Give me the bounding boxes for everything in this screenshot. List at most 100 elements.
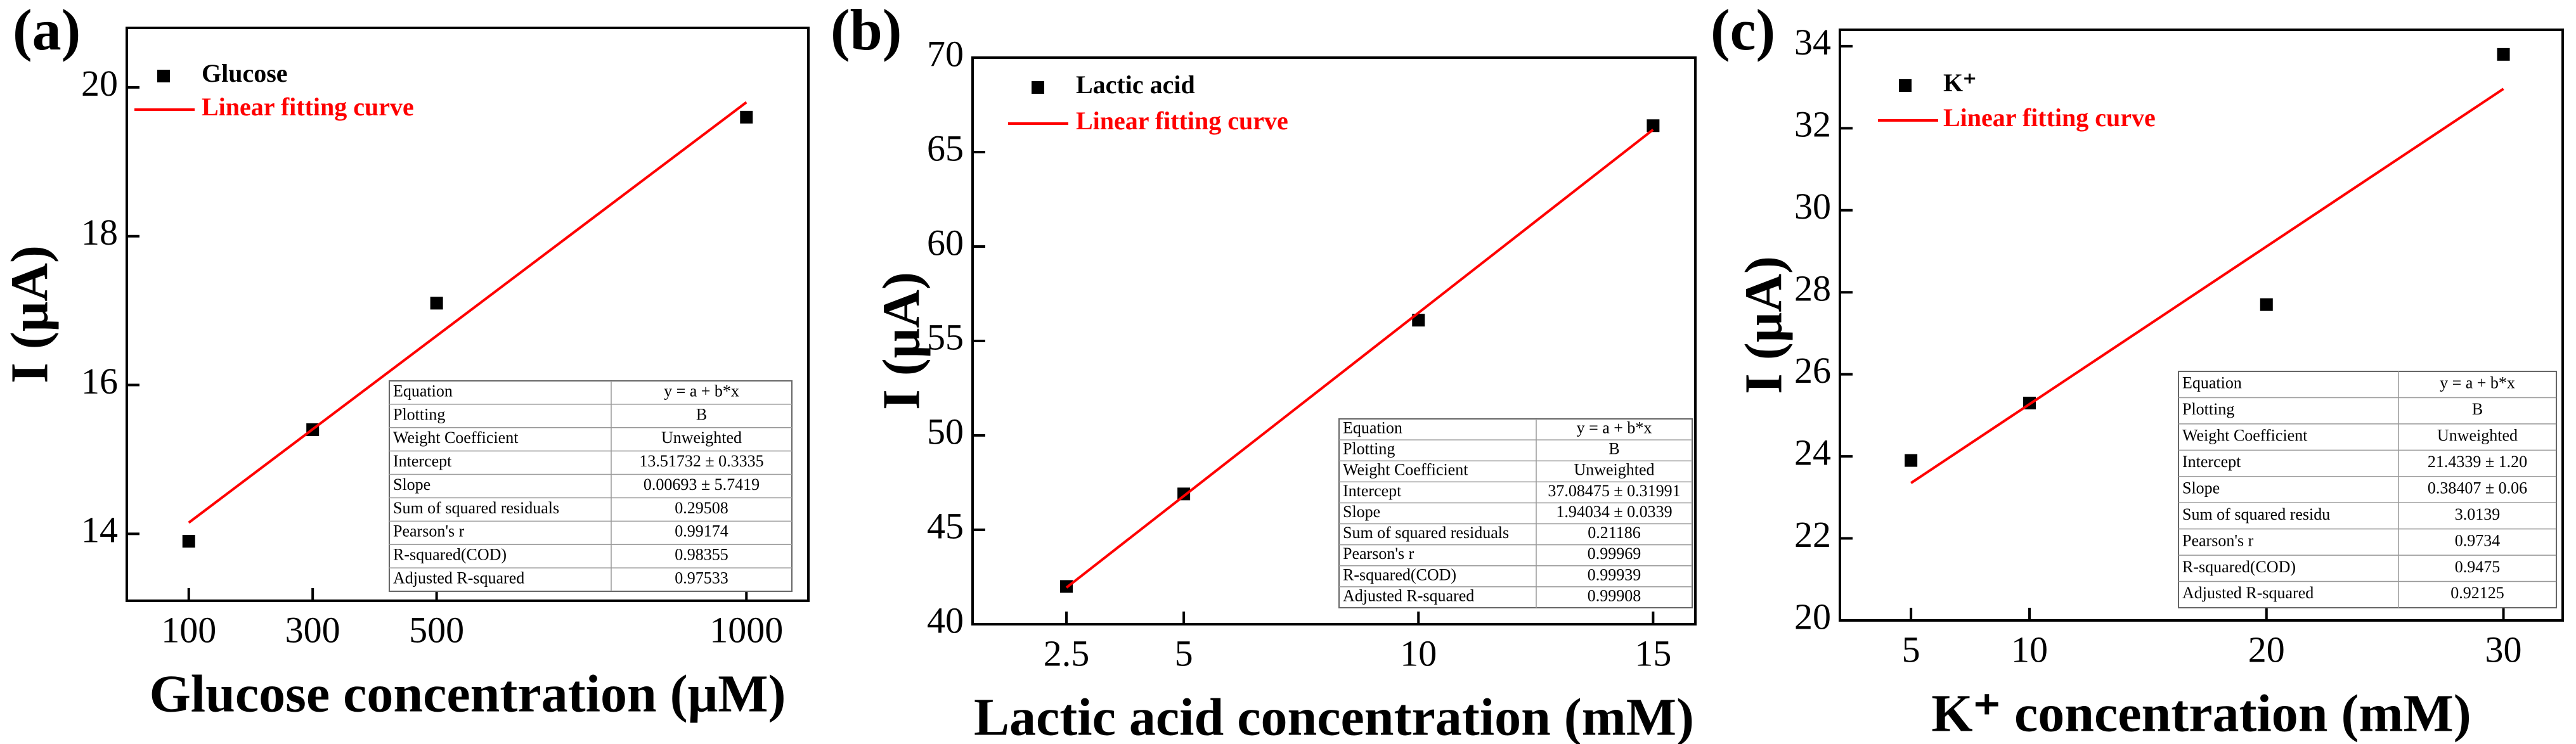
x-tick-label: 10 — [1400, 632, 1437, 674]
panel: (c) 5 10 20 30 20 22 24 26 28 30 32 34 K⁺ concentrati… — [1711, 0, 2564, 743]
x-tick-label: 300 — [285, 609, 340, 650]
table-key: Weight Coefficient — [2182, 427, 2308, 445]
x-tick-label: 20 — [2248, 629, 2285, 670]
table-value: B — [1608, 440, 1619, 458]
y-axis-title: I (μA) — [1734, 256, 1793, 394]
table-value: B — [2472, 400, 2483, 418]
panel: (b) 2.5 5 10 15 40 45 50 55 60 65 70 Lactic acid con… — [831, 0, 1697, 744]
table-value: 37.08475 ± 0.31991 — [1548, 482, 1680, 500]
panel: (a) 100 300 500 1000 14 16 18 20 Glucose concentr… — [0, 0, 810, 723]
data-point — [182, 535, 195, 548]
x-tick-label: 100 — [161, 609, 216, 650]
table-key: Sum of squared residuals — [1343, 523, 1509, 542]
y-tick-label: 18 — [81, 212, 118, 253]
legend-label: Linear fitting curve — [1943, 103, 2156, 132]
table-key: Equation — [393, 382, 453, 400]
panel-label: (b) — [831, 0, 902, 62]
x-tick-label: 5 — [1175, 632, 1193, 674]
y-tick-label: 50 — [927, 411, 964, 452]
data-point — [2497, 48, 2510, 61]
y-tick-label: 55 — [927, 316, 964, 357]
legend-marker — [157, 70, 170, 82]
fit-table — [389, 380, 793, 592]
y-tick-label: 65 — [927, 127, 964, 169]
y-tick-label: 45 — [927, 505, 964, 546]
table-key: Weight Coefficient — [1343, 461, 1468, 479]
fit-line — [188, 101, 748, 524]
y-tick-label: 28 — [1794, 268, 1831, 309]
y-tick-label: 14 — [81, 510, 118, 551]
table-value: y = a + b*x — [664, 382, 739, 400]
data-point — [430, 297, 443, 310]
y-tick-label: 70 — [927, 33, 964, 74]
table-value: 3.0139 — [2455, 505, 2501, 523]
panel-label: (a) — [13, 0, 81, 62]
fit-table — [2178, 371, 2557, 608]
table-value: 0.99174 — [675, 522, 728, 541]
table-key: Slope — [393, 475, 430, 494]
table-key: Slope — [2182, 478, 2220, 497]
table-key: Plotting — [1343, 440, 1395, 458]
data-point — [2260, 298, 2273, 311]
table-value: 13.51732 ± 0.3335 — [639, 452, 763, 470]
table-value: y = a + b*x — [2440, 374, 2515, 392]
data-point — [1905, 454, 1918, 467]
x-tick-label: 2.5 — [1044, 632, 1090, 674]
table-key: R-squared(COD) — [2182, 558, 2296, 576]
table-value: Unweighted — [661, 428, 742, 447]
y-tick-label: 34 — [1794, 22, 1831, 63]
legend-label: Linear fitting curve — [1076, 106, 1288, 135]
table-key: R-squared(COD) — [1343, 565, 1456, 584]
x-axis-title: K⁺ concentration (mM) — [1931, 684, 2471, 743]
table-value: 0.21186 — [1588, 523, 1641, 542]
table-value: 0.99908 — [1588, 586, 1641, 605]
table-value: Unweighted — [1574, 461, 1654, 479]
table-key: Pearson's r — [393, 522, 465, 541]
table-value: B — [696, 405, 707, 423]
table-value: 0.99939 — [1588, 565, 1641, 584]
table-key: R-squared(COD) — [393, 546, 507, 564]
table-key: Intercept — [1343, 482, 1402, 500]
y-tick-label: 60 — [927, 222, 964, 263]
x-axis-title: Lactic acid concentration (mM) — [974, 688, 1694, 744]
y-tick-label: 26 — [1794, 350, 1831, 391]
table-key: Sum of squared residuals — [393, 499, 559, 517]
y-axis-title: I (μA) — [872, 272, 931, 410]
table-key: Adjusted R-squared — [393, 569, 524, 587]
legend-label: K⁺ — [1943, 68, 1976, 97]
panel-label: (c) — [1711, 0, 1775, 62]
table-key: Pearson's r — [1343, 544, 1414, 563]
plot-frame — [1839, 29, 2564, 622]
table-key: Adjusted R-squared — [2182, 584, 2314, 602]
table-key: Adjusted R-squared — [1343, 586, 1474, 605]
legend-marker — [1899, 79, 1912, 92]
table-value: 0.92125 — [2450, 584, 2504, 602]
table-value: 0.97533 — [675, 569, 728, 587]
table-value: 0.29508 — [675, 499, 728, 517]
table-value: Unweighted — [2437, 427, 2518, 445]
table-key: Equation — [2182, 374, 2242, 392]
y-tick-label: 24 — [1794, 432, 1831, 473]
x-tick-label: 1000 — [709, 609, 783, 650]
y-tick-label: 40 — [927, 600, 964, 641]
x-tick-label: 5 — [1902, 629, 1920, 670]
table-key: Intercept — [393, 452, 452, 470]
table-value: 0.38407 ± 0.06 — [2428, 478, 2527, 497]
x-tick-label: 500 — [409, 609, 464, 650]
table-value: 0.00693 ± 5.7419 — [644, 475, 760, 494]
table-key: Pearson's r — [2182, 531, 2254, 549]
fit-line — [1065, 128, 1654, 589]
x-tick-label: 10 — [2011, 629, 2048, 670]
legend-label: Lactic acid — [1076, 70, 1195, 99]
y-tick-label: 30 — [1794, 186, 1831, 227]
y-tick-label: 20 — [81, 63, 118, 104]
table-value: 21.4339 ± 1.20 — [2428, 452, 2527, 471]
table-value: 0.9734 — [2455, 531, 2501, 549]
plot-frame — [126, 27, 810, 602]
legend-label: Glucose — [202, 59, 288, 87]
table-value: 0.99969 — [1588, 544, 1641, 563]
table-key: Sum of squared residu — [2182, 505, 2330, 523]
table-key: Equation — [1343, 419, 1402, 437]
x-tick-label: 30 — [2485, 629, 2522, 670]
